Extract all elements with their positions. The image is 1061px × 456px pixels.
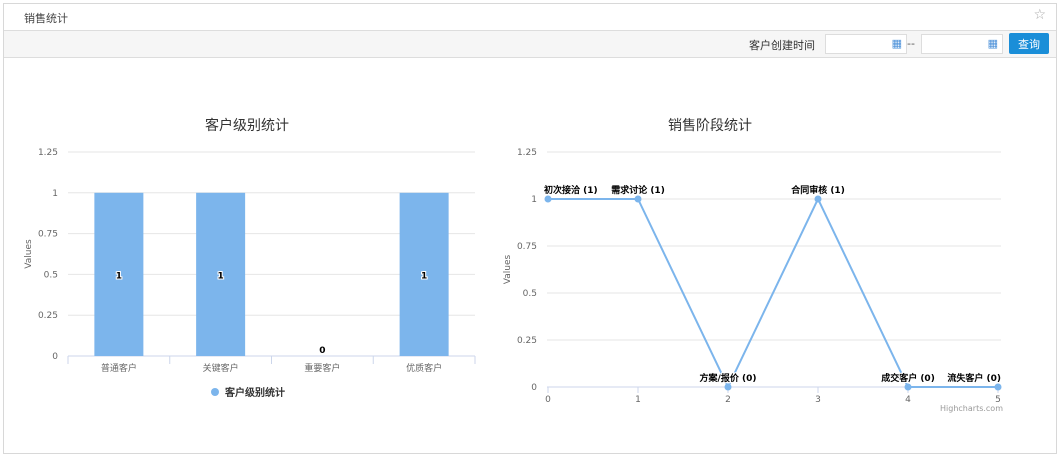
star-icon[interactable]: ☆ bbox=[1033, 7, 1046, 23]
calendar-icon[interactable]: ▦ bbox=[987, 37, 998, 50]
x-tick-label: 优质客户 bbox=[406, 362, 442, 374]
data-label: 方案/报价 (0) bbox=[700, 372, 757, 384]
data-point bbox=[544, 195, 552, 203]
x-tick-label: 5 bbox=[995, 395, 1001, 405]
data-label: 1 bbox=[217, 271, 223, 281]
data-label: 流失客户 (0) bbox=[947, 372, 1001, 384]
query-button[interactable]: 查询 bbox=[1009, 33, 1049, 54]
bar bbox=[196, 192, 246, 356]
end-date-input[interactable]: ▦ bbox=[921, 34, 1003, 54]
data-point bbox=[634, 195, 642, 203]
y-tick-label: 0 bbox=[52, 352, 58, 362]
y-tick-label: 0.25 bbox=[517, 336, 537, 346]
y-tick-label: 0 bbox=[531, 383, 537, 393]
page-title: 销售统计 bbox=[24, 12, 68, 25]
data-point bbox=[904, 383, 912, 391]
y-axis-label: Values bbox=[24, 239, 34, 269]
x-tick-label: 2 bbox=[725, 395, 731, 405]
x-tick-label: 普通客户 bbox=[101, 362, 137, 374]
chart-title: 客户级别统计 bbox=[205, 117, 289, 134]
data-label: 初次接洽 (1) bbox=[544, 184, 598, 196]
x-tick-label: 1 bbox=[635, 395, 641, 405]
x-tick-label: 重要客户 bbox=[304, 362, 340, 374]
y-axis-label: Values bbox=[503, 254, 513, 284]
date-label: 客户创建时间 bbox=[749, 39, 815, 52]
x-tick-label: 3 bbox=[815, 395, 821, 405]
data-label: 0 bbox=[319, 346, 325, 356]
filter-toolbar: 客户创建时间 ▦ -- ▦ 查询 bbox=[4, 31, 1056, 58]
calendar-icon[interactable]: ▦ bbox=[891, 37, 902, 50]
y-tick-label: 0.5 bbox=[523, 289, 537, 299]
x-tick-label: 0 bbox=[545, 395, 551, 405]
start-date-input[interactable]: ▦ bbox=[825, 34, 907, 54]
data-label: 1 bbox=[421, 271, 427, 281]
y-tick-label: 0.75 bbox=[38, 230, 58, 240]
y-tick-label: 1 bbox=[52, 189, 58, 199]
legend-symbol bbox=[211, 388, 219, 396]
data-label: 需求讨论 (1) bbox=[611, 184, 665, 196]
date-separator: -- bbox=[907, 37, 915, 50]
data-point bbox=[814, 195, 822, 203]
bar bbox=[94, 192, 144, 356]
y-tick-label: 0.75 bbox=[517, 242, 537, 252]
chart-title: 销售阶段统计 bbox=[668, 118, 752, 134]
data-point bbox=[994, 383, 1002, 391]
legend-item: 客户级别统计 bbox=[224, 386, 285, 399]
title-bar: 销售统计 ☆ bbox=[4, 4, 1056, 31]
credits-link: Highcharts.com bbox=[940, 404, 1003, 413]
y-tick-label: 0.5 bbox=[44, 270, 58, 280]
y-tick-label: 1.25 bbox=[517, 148, 537, 158]
x-tick-label: 4 bbox=[905, 395, 911, 405]
y-tick-label: 0.25 bbox=[38, 311, 58, 321]
series-line bbox=[548, 196, 998, 390]
data-label: 合同审核 (1) bbox=[791, 184, 845, 196]
bar bbox=[399, 192, 449, 356]
x-tick-label: 关键客户 bbox=[203, 362, 239, 374]
y-tick-label: 1.25 bbox=[38, 148, 58, 158]
data-label: 1 bbox=[116, 271, 122, 281]
data-point bbox=[724, 383, 732, 391]
data-label: 成交客户 (0) bbox=[881, 372, 935, 384]
panel: 销售统计 ☆ 客户创建时间 ▦ -- ▦ 查询 bbox=[3, 3, 1057, 454]
y-tick-label: 1 bbox=[531, 195, 537, 205]
